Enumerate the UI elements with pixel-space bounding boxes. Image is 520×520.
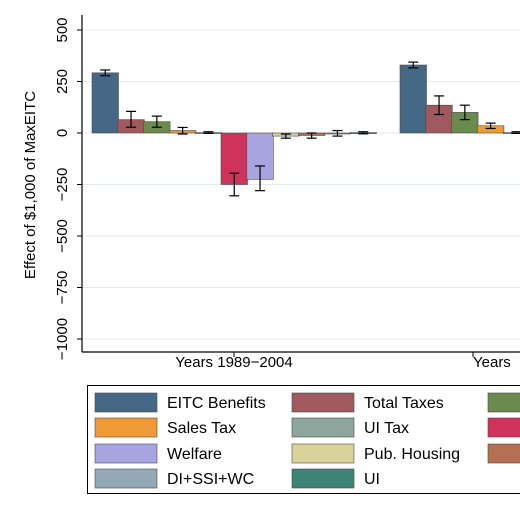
legend-label: Sales Tax [167, 420, 236, 437]
legend-swatch [94, 392, 158, 413]
legend-swatch [487, 443, 520, 464]
y-tick-label: 0 [54, 129, 71, 137]
legend-swatch [94, 443, 158, 464]
legend-label: Total Taxes [364, 395, 444, 412]
error-bars [100, 61, 520, 197]
legend-label: Pub. Housing [364, 446, 460, 463]
legend-swatch [291, 468, 355, 489]
legend-label: UI [364, 471, 380, 488]
legend-swatch [487, 392, 520, 413]
legend: EITC Benefits Total Taxes Sales Tax UI Tax W… [87, 385, 520, 494]
legend-swatch [94, 417, 158, 438]
y-tick-label: −500 [54, 219, 71, 253]
bar [399, 64, 427, 134]
legend-label: DI+SSI+WC [167, 471, 254, 488]
y-tick-labels: 500 250 0 −250 −500 −750 −1000 [54, 17, 82, 360]
y-tick-label: −250 [54, 168, 71, 202]
group-label: Years 1989−2004 [175, 354, 292, 371]
legend-label: UI Tax [364, 420, 409, 437]
legend-swatch [291, 443, 355, 464]
y-tick-label: −750 [54, 271, 71, 305]
axes [81, 15, 520, 353]
legend-swatch [291, 392, 355, 413]
group-label: Years [473, 354, 511, 371]
legend-swatch [291, 417, 355, 438]
legend-swatch [487, 417, 520, 438]
bars [91, 64, 520, 185]
legend-label: Welfare [167, 446, 222, 463]
legend-label: EITC Benefits [167, 395, 266, 412]
y-axis-label: Effect of $1,000 of MaxEITC [22, 91, 39, 279]
bar [91, 72, 119, 134]
legend-swatch [94, 468, 158, 489]
y-tick-label: 500 [54, 17, 71, 42]
gridlines [82, 29, 520, 340]
group-labels: Years 1989−2004 Years [175, 352, 511, 371]
y-tick-label: −1000 [54, 318, 71, 360]
y-tick-label: 250 [54, 69, 71, 94]
